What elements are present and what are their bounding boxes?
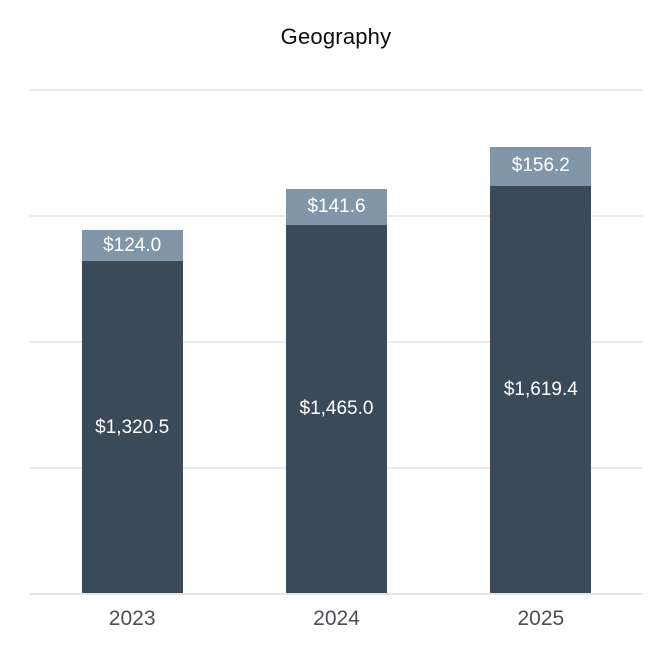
plot-area: $1,320.5 $124.0 $1,465.0 $141.6 $1,619.4 $156… [30,89,643,595]
chart-title: Geography [280,24,392,49]
bar-2023: $1,320.5 $124.0 [81,230,183,594]
bar-value-label: $1,619.4 [503,378,578,400]
x-axis-label-2025: 2025 [517,607,565,630]
bar-segment-top-segment-2024: $141.6 [286,189,387,225]
x-axis-label-2023: 2023 [108,607,156,630]
bar-segment-bottom-segment-2024: $1,465.0 [286,224,387,594]
bar-2024: $1,465.0 $141.6 [286,189,387,594]
x-axis-label-2024: 2024 [313,607,360,630]
bar-value-label: $141.6 [307,195,366,217]
bar-value-label: $124.0 [103,234,162,256]
gridline-2000 [30,89,643,91]
bar-segment-bottom-segment-2025: $1,619.4 [490,185,592,594]
bar-segment-top-segment-2023: $124.0 [81,230,183,262]
bar-value-label: $1,465.0 [299,398,374,420]
bar-value-label: $156.2 [511,155,570,177]
x-axis-line [30,593,643,595]
bar-2025: $1,619.4 $156.2 [490,146,592,594]
x-axis-labels: 2023 2024 2025 [30,606,643,646]
bar-segment-bottom-segment-2023: $1,320.5 [81,261,183,594]
bar-value-label: $1,320.5 [95,416,170,438]
bar-segment-top-segment-2025: $156.2 [490,146,592,186]
